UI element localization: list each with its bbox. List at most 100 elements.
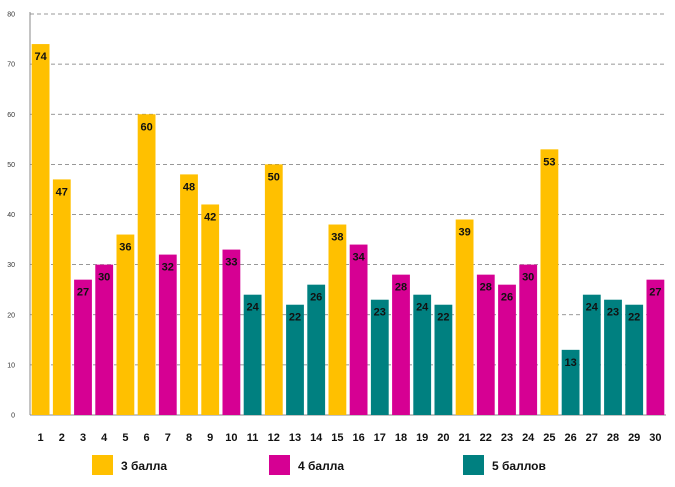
- y-tick-label: 70: [7, 62, 15, 69]
- data-label: 28: [480, 282, 492, 294]
- legend-swatch: [92, 455, 113, 475]
- y-tick-label: 30: [7, 262, 15, 269]
- bar: [476, 274, 495, 415]
- bar: [286, 304, 304, 415]
- x-tick-label: 3: [80, 432, 86, 444]
- x-tick-label: 8: [186, 432, 192, 444]
- x-tick-label: 15: [331, 432, 343, 444]
- data-label: 28: [395, 282, 407, 294]
- bar: [180, 174, 198, 415]
- x-tick-label: 20: [437, 432, 449, 444]
- x-tick-label: 26: [564, 432, 576, 444]
- data-label: 50: [268, 171, 280, 183]
- x-tick-label: 19: [416, 432, 428, 444]
- bar: [625, 304, 644, 415]
- x-tick-label: 14: [310, 432, 323, 444]
- x-tick-label: 12: [268, 432, 280, 444]
- legend-swatch: [463, 455, 484, 475]
- x-tick-label: 29: [628, 432, 640, 444]
- data-label: 24: [416, 302, 429, 314]
- y-tick-label: 0: [11, 413, 15, 420]
- data-label: 47: [56, 186, 68, 198]
- x-tick-label: 28: [607, 432, 619, 444]
- data-label: 27: [77, 287, 89, 299]
- bar: [370, 299, 389, 415]
- bar: [604, 299, 622, 415]
- bar: [561, 349, 580, 415]
- data-label: 30: [98, 272, 110, 284]
- bar: [540, 149, 559, 415]
- data-label: 26: [310, 292, 322, 304]
- data-label: 42: [204, 211, 216, 223]
- data-label: 32: [162, 262, 174, 274]
- bar: [392, 274, 410, 415]
- x-tick-label: 9: [207, 432, 213, 444]
- y-tick-label: 50: [7, 162, 15, 169]
- bar: [116, 234, 135, 415]
- bar: [243, 294, 262, 415]
- data-label: 26: [501, 292, 513, 304]
- data-label: 24: [246, 302, 259, 314]
- bar: [413, 294, 432, 415]
- bar: [264, 164, 283, 415]
- data-label: 27: [649, 287, 661, 299]
- y-tick-label: 60: [7, 112, 15, 119]
- x-tick-label: 27: [586, 432, 598, 444]
- bar: [31, 44, 50, 415]
- data-label: 23: [607, 307, 619, 319]
- data-label: 74: [34, 51, 47, 63]
- x-tick-label: 25: [543, 432, 555, 444]
- bar: [158, 254, 177, 415]
- y-tick-label: 10: [7, 362, 15, 369]
- legend-swatch: [269, 455, 290, 475]
- data-label: 30: [522, 272, 534, 284]
- data-label: 34: [352, 252, 365, 264]
- x-tick-label: 23: [501, 432, 513, 444]
- bar: [201, 204, 220, 415]
- x-tick-label: 30: [649, 432, 661, 444]
- x-tick-label: 13: [289, 432, 301, 444]
- bar: [222, 249, 241, 415]
- bar: [582, 294, 601, 415]
- data-label: 33: [225, 257, 237, 269]
- bar: [74, 279, 92, 415]
- data-label: 38: [331, 232, 343, 244]
- data-label: 23: [374, 307, 386, 319]
- y-tick-label: 20: [7, 312, 15, 319]
- x-tick-label: 1: [38, 432, 44, 444]
- x-tick-label: 22: [480, 432, 492, 444]
- bar: [434, 304, 453, 415]
- data-label: 13: [564, 357, 576, 369]
- y-tick-label: 40: [7, 212, 15, 219]
- x-tick-label: 16: [352, 432, 364, 444]
- data-label: 39: [458, 227, 470, 239]
- x-tick-label: 7: [165, 432, 171, 444]
- legend-label: 5 баллов: [492, 459, 546, 473]
- data-label: 53: [543, 156, 555, 168]
- data-label: 22: [628, 312, 640, 324]
- data-label: 36: [119, 242, 131, 254]
- bar: [498, 284, 516, 415]
- bar: [52, 179, 71, 415]
- bar: [95, 264, 114, 415]
- x-tick-label: 4: [101, 432, 108, 444]
- y-tick-label: 80: [7, 12, 15, 19]
- x-tick-label: 2: [59, 432, 65, 444]
- legend-label: 4 балла: [298, 459, 344, 473]
- data-label: 60: [140, 121, 152, 133]
- bar: [307, 284, 326, 415]
- bar: [519, 264, 538, 415]
- bar: [646, 279, 665, 415]
- x-tick-label: 6: [144, 432, 150, 444]
- x-tick-label: 5: [122, 432, 128, 444]
- x-tick-label: 18: [395, 432, 407, 444]
- x-tick-label: 21: [458, 432, 470, 444]
- data-label: 24: [586, 302, 599, 314]
- x-tick-label: 10: [225, 432, 237, 444]
- bar: [328, 224, 347, 415]
- legend-label: 3 балла: [121, 459, 167, 473]
- bar: [455, 219, 474, 415]
- data-label: 48: [183, 181, 195, 193]
- x-tick-label: 11: [247, 432, 259, 444]
